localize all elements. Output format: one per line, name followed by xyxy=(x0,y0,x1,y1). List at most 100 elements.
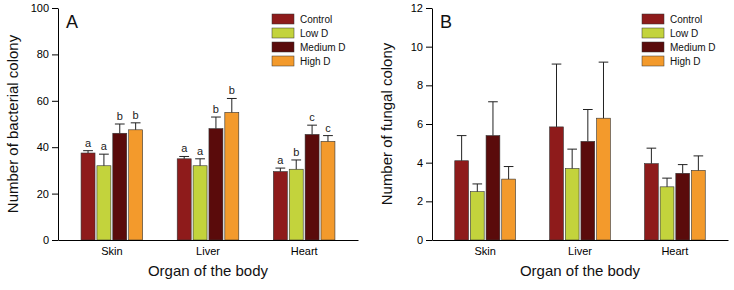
significance-letter: b xyxy=(213,103,219,115)
y-tick-mark xyxy=(426,8,432,9)
error-bar xyxy=(472,184,482,192)
significance-letter: a xyxy=(101,140,108,152)
plot-marks xyxy=(81,98,335,240)
error-bar xyxy=(307,125,317,134)
significance-letter: a xyxy=(85,137,92,149)
x-axis-line xyxy=(59,240,359,241)
bar xyxy=(581,141,595,240)
y-tick: 4 xyxy=(417,157,432,169)
y-tick-label: 100 xyxy=(31,2,49,14)
error-bar xyxy=(567,149,577,168)
y-tick-mark xyxy=(52,147,58,148)
y-tick-label: 2 xyxy=(417,195,423,207)
bar xyxy=(97,166,111,240)
y-tick-mark xyxy=(426,47,432,48)
significance-letter: c xyxy=(325,122,331,134)
legend-label: Low D xyxy=(300,28,328,39)
legend-swatch xyxy=(272,14,294,24)
y-tick-label: 0 xyxy=(417,234,423,246)
y-tick-label: 8 xyxy=(417,79,423,91)
y-tick-label: 20 xyxy=(37,188,49,200)
y-tick-mark xyxy=(426,85,432,86)
y-tick-label: 6 xyxy=(417,118,423,130)
x-tick-label: Liver xyxy=(196,245,220,257)
y-tick-label: 0 xyxy=(43,234,49,246)
x-tick-label: Liver xyxy=(568,245,592,257)
legend-label: High D xyxy=(300,56,331,67)
bar xyxy=(502,179,516,240)
x-tick: Liver xyxy=(568,240,592,257)
legend-swatch xyxy=(642,42,664,52)
legend-label: Medium D xyxy=(300,42,346,53)
y-tick-mark xyxy=(52,101,58,102)
error-bar-cap xyxy=(179,156,189,157)
x-tick-label: Skin xyxy=(101,245,122,257)
error-bar-stem xyxy=(698,156,699,171)
error-bar xyxy=(694,156,704,171)
legend: ControlLow DMedium DHigh D xyxy=(642,14,716,67)
significance-letter: b xyxy=(229,84,235,96)
x-axis: Skin Liver Heart xyxy=(59,240,359,257)
x-tick: Heart xyxy=(291,240,318,257)
significance-letter: a xyxy=(277,154,284,166)
panel: 024681012SkinLiverHeartBOrgan of the bod… xyxy=(378,2,729,279)
bar xyxy=(321,141,335,240)
bar xyxy=(177,159,191,240)
legend-label: Control xyxy=(300,14,332,25)
error-bar-cap xyxy=(83,150,93,151)
bar xyxy=(691,170,705,240)
y-axis-line xyxy=(432,9,433,241)
y-tick: 12 xyxy=(411,2,432,14)
y-tick: 20 xyxy=(37,188,58,200)
error-bar-stem xyxy=(231,98,232,112)
bar xyxy=(550,127,564,240)
bar xyxy=(644,164,658,240)
legend-swatch xyxy=(642,56,664,66)
error-bar xyxy=(291,160,301,169)
legend-label: Low D xyxy=(670,28,698,39)
error-bar-stem xyxy=(327,136,328,142)
bar xyxy=(113,133,127,240)
error-bar xyxy=(457,136,467,161)
bar xyxy=(455,161,469,240)
bar xyxy=(129,130,143,240)
bar xyxy=(81,153,95,240)
error-bar-cap xyxy=(211,117,221,118)
x-tick-label: Heart xyxy=(661,245,688,257)
bar xyxy=(597,118,611,240)
y-tick: 2 xyxy=(417,195,432,207)
significance-letter: a xyxy=(181,142,188,154)
bar xyxy=(305,134,319,240)
error-bar-cap xyxy=(694,155,704,156)
error-bar-stem xyxy=(200,159,201,166)
bar xyxy=(193,166,207,240)
x-tick-label: Skin xyxy=(474,245,495,257)
legend-item: High D xyxy=(272,56,331,67)
y-tick-mark xyxy=(426,201,432,202)
significance-letter: b xyxy=(117,110,123,122)
error-bar xyxy=(179,156,189,158)
error-bar-cap xyxy=(647,148,657,149)
legend-swatch xyxy=(272,42,294,52)
bar xyxy=(273,172,287,240)
bar xyxy=(209,129,223,240)
error-bar-cap xyxy=(227,98,237,99)
legend-swatch xyxy=(272,28,294,38)
y-tick-label: 10 xyxy=(411,41,423,53)
x-tick: Liver xyxy=(196,240,220,257)
error-bar-stem xyxy=(135,123,136,130)
y-tick-label: 60 xyxy=(37,95,49,107)
legend-item: Medium D xyxy=(272,42,346,53)
panel-label: B xyxy=(440,12,452,32)
error-bar-stem xyxy=(215,117,216,129)
legend-label: Control xyxy=(670,14,702,25)
error-bar-stem xyxy=(682,165,683,174)
error-bar-stem xyxy=(572,149,573,168)
significance-letter: b xyxy=(133,109,139,121)
legend-label: Medium D xyxy=(670,42,716,53)
error-bar-stem xyxy=(312,125,313,134)
error-bar-stem xyxy=(119,124,120,133)
error-bar-cap xyxy=(662,178,672,179)
error-bar-stem xyxy=(651,148,652,163)
y-axis: 0 2 4 6 8 10 12 xyxy=(411,2,433,246)
